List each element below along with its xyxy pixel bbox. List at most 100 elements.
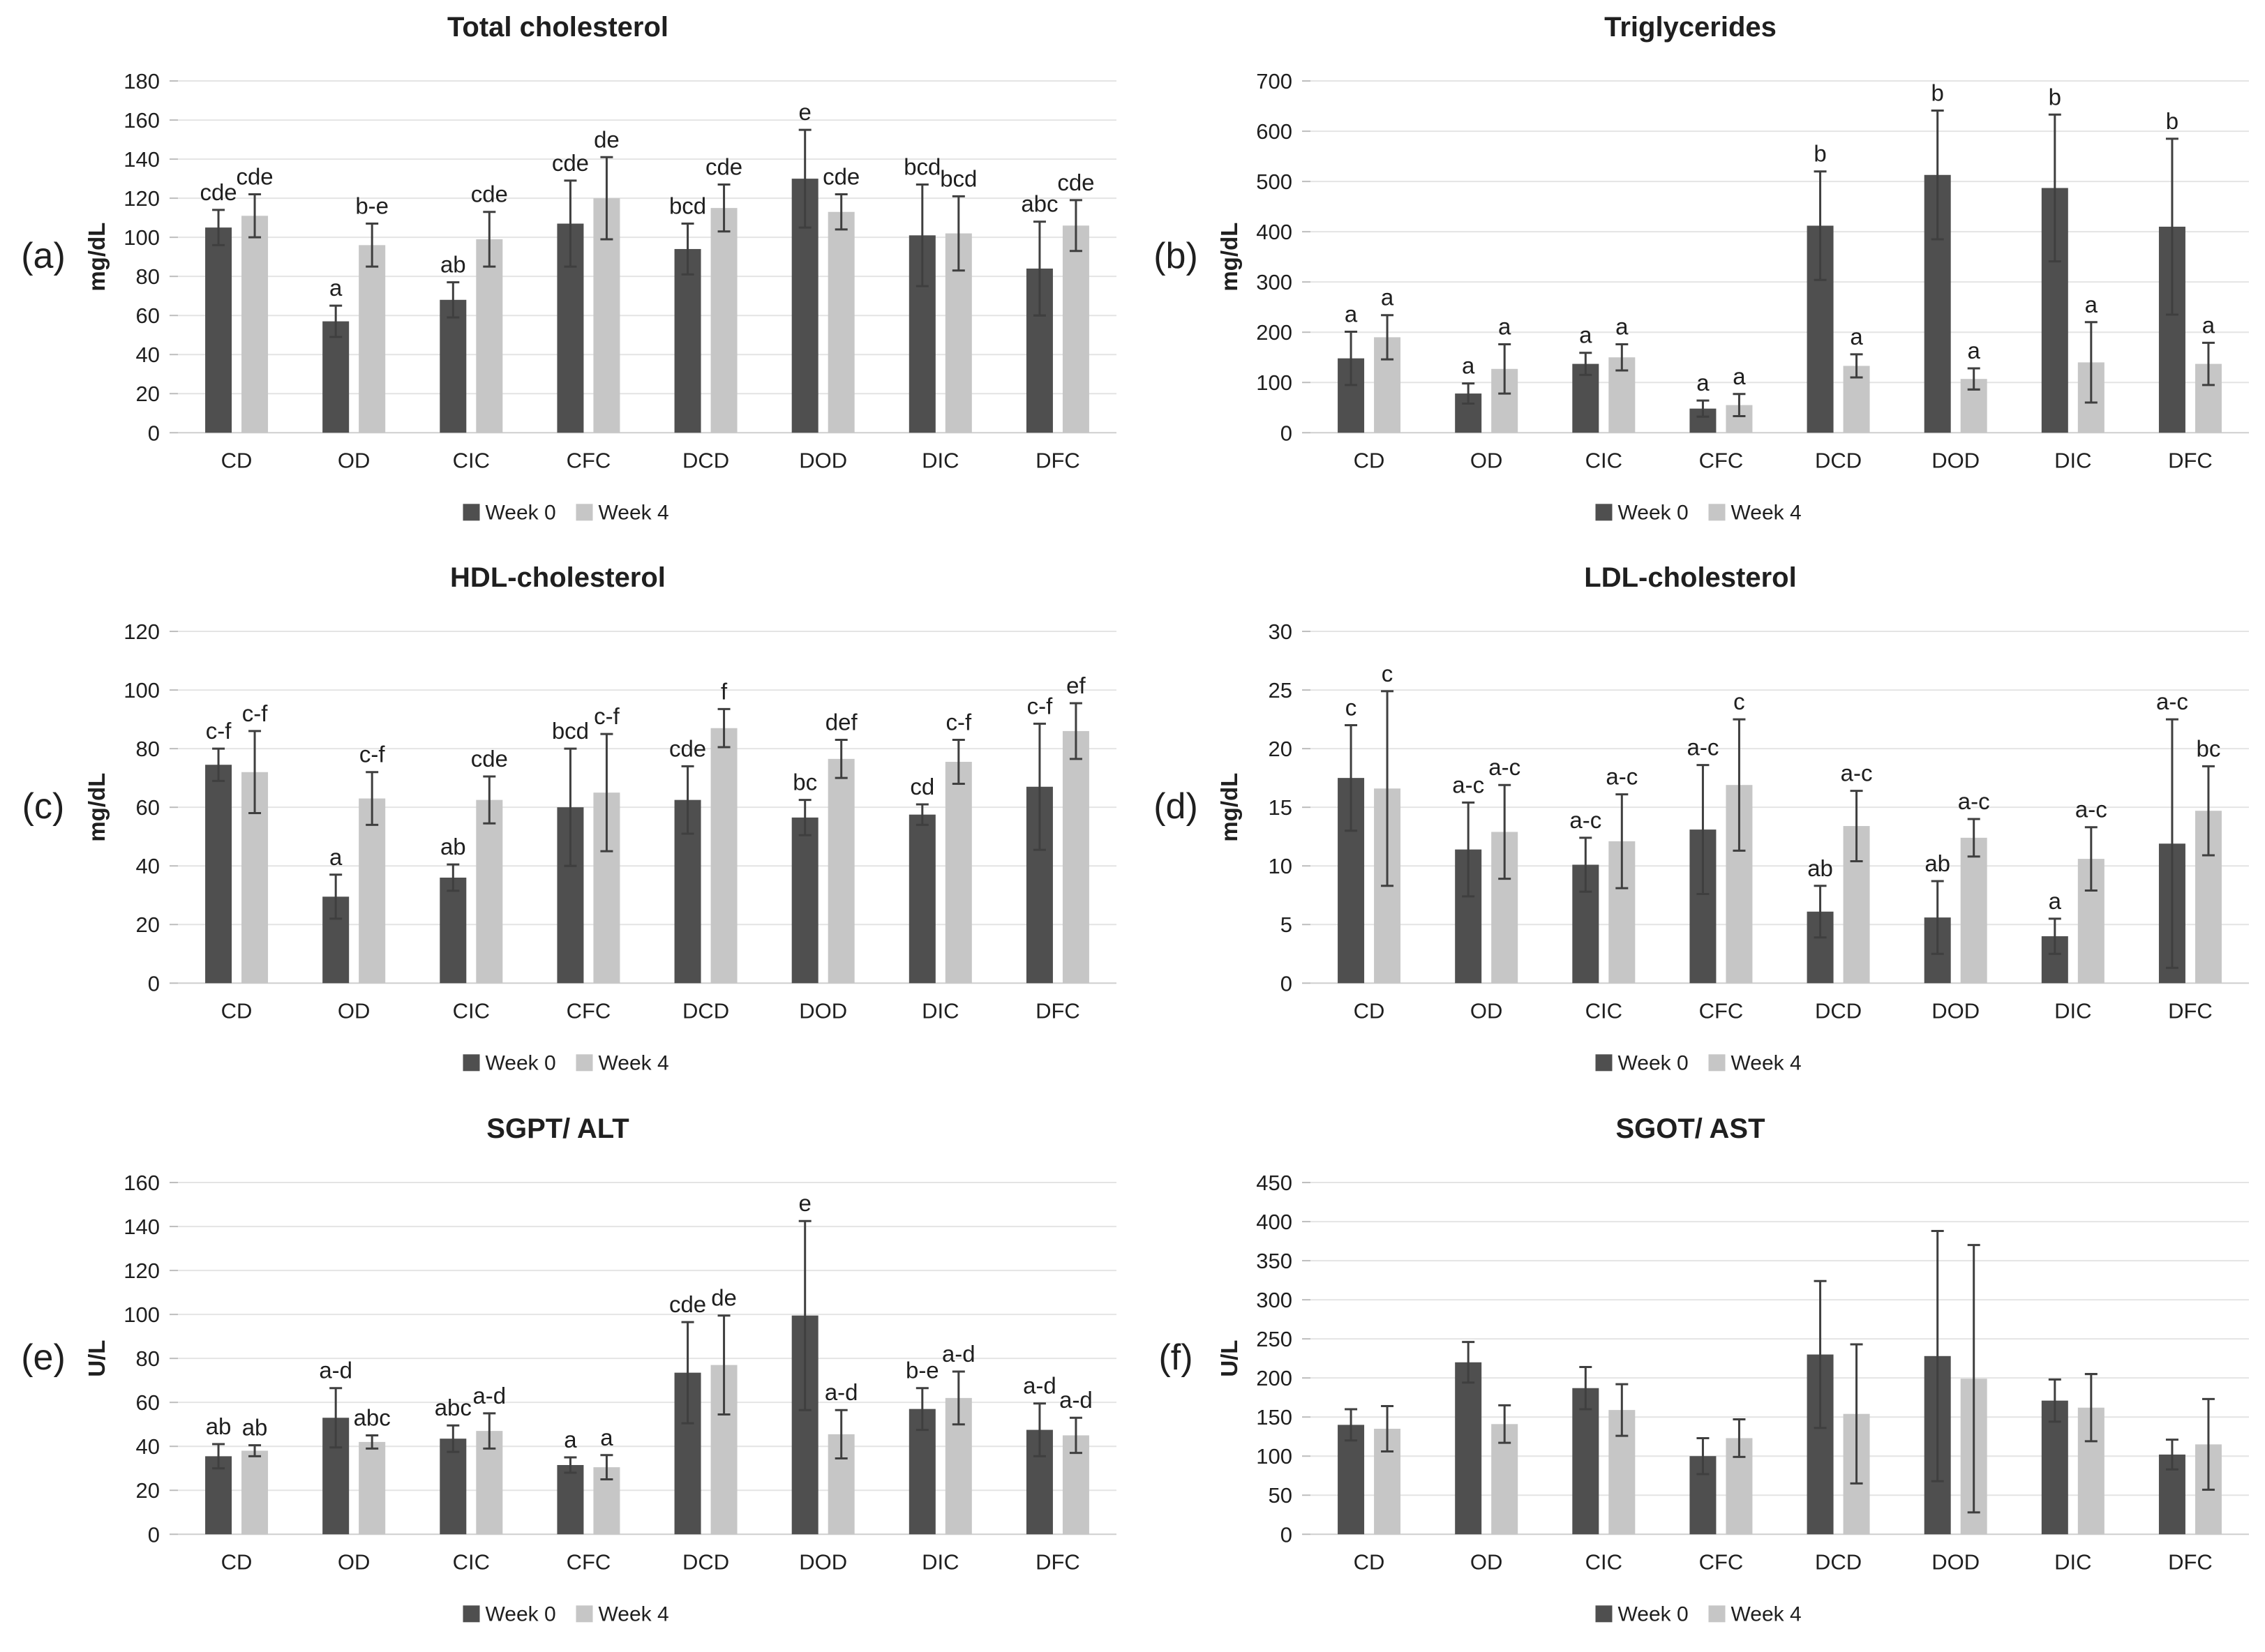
x-category-label: CIC: [1585, 999, 1622, 1023]
x-category-label: DIC: [922, 1549, 959, 1574]
y-tick-label: 200: [1256, 1366, 1292, 1390]
y-tick-label: 400: [1256, 1210, 1292, 1234]
x-category-label: DOD: [799, 999, 847, 1023]
legend-swatch-week4: [576, 1054, 593, 1072]
y-tick-label: 450: [1256, 1171, 1292, 1195]
sig-label: a: [564, 1427, 577, 1452]
legend-label-week0: Week 0: [1618, 501, 1689, 524]
sig-label: a: [1615, 313, 1629, 339]
bar-dfc-week4: [1062, 731, 1089, 984]
sig-label: b: [1814, 141, 1826, 167]
sig-label: cde: [1057, 170, 1094, 195]
legend-label-week0: Week 0: [1618, 1602, 1689, 1625]
x-category-label: DFC: [2168, 999, 2213, 1023]
sig-label: a-c: [2075, 797, 2107, 823]
bar-od-week4: [359, 798, 386, 984]
x-category-label: DCD: [682, 448, 729, 472]
bar-dod-week0: [791, 818, 818, 984]
bar-dic-week0: [2041, 1400, 2068, 1534]
sig-label: abc: [354, 1404, 391, 1430]
bar-od-week0: [1455, 1362, 1482, 1534]
sig-label: a: [1696, 370, 1710, 396]
panel-label: (e): [21, 1337, 66, 1378]
y-tick-label: 80: [136, 1346, 160, 1371]
sig-label: c: [1382, 661, 1393, 686]
x-category-label: DCD: [1815, 1549, 1862, 1574]
bar-cfc-week0: [557, 1464, 584, 1534]
panel-d: 0 5 10 15 20 25 30 c a-c a-c a-c ab ab a a-c c a-c a-c c a-…: [1132, 550, 2265, 1101]
sig-label: ab: [242, 1414, 268, 1440]
legend-swatch-week4: [1708, 1605, 1726, 1622]
sig-label: a: [2049, 888, 2062, 914]
legend-label-week4: Week 4: [1731, 1052, 1802, 1075]
sig-label: bcd: [669, 193, 706, 219]
legend-swatch-week4: [576, 1605, 593, 1622]
x-category-label: CD: [221, 1549, 253, 1574]
sig-label: a-d: [319, 1357, 352, 1383]
x-category-label: DFC: [2168, 448, 2213, 472]
y-axis-label: mg/dL: [84, 773, 110, 842]
sig-label: a-d: [472, 1383, 506, 1409]
y-tick-label: 10: [1269, 855, 1292, 879]
bar-dcd-week4: [710, 728, 738, 984]
y-tick-label: 100: [124, 225, 160, 250]
chart-title: Total cholesterol: [447, 12, 668, 43]
sig-label: ab: [440, 252, 466, 278]
chart-title: Triglycerides: [1604, 12, 1777, 43]
x-category-label: CFC: [567, 999, 611, 1023]
sig-label: cde: [823, 164, 860, 190]
sig-label: cde: [552, 150, 589, 176]
legend-label-week4: Week 4: [599, 501, 669, 524]
legend-swatch-week0: [463, 1605, 480, 1622]
bar-cd-week4: [241, 216, 269, 433]
chart-sgot-ast: 0 50 100 150 200 250 300 350 400 450 CD OD CIC CFC DCD…: [1158, 1113, 2249, 1625]
sig-label: a: [2202, 312, 2215, 338]
bar-od-week4: [359, 1441, 386, 1534]
sig-label: de: [594, 126, 620, 152]
x-category-label: DIC: [2054, 1549, 2091, 1574]
sig-label: cde: [471, 746, 508, 772]
y-tick-label: 0: [1280, 421, 1292, 445]
y-tick-label: 300: [1256, 270, 1292, 294]
legend-swatch-week0: [1595, 1605, 1613, 1622]
legend-swatch-week0: [1595, 1054, 1613, 1072]
bar-cic-week4: [476, 799, 503, 984]
legend-label-week0: Week 0: [486, 1602, 556, 1625]
x-category-label: DCD: [682, 1549, 729, 1574]
sig-label: bc: [2197, 736, 2221, 762]
x-category-label: OD: [1470, 1549, 1502, 1574]
y-tick-label: 30: [1269, 620, 1292, 644]
sig-label: c: [1345, 695, 1356, 721]
bar-dic-week4: [945, 762, 972, 984]
x-category-label: CIC: [1585, 448, 1622, 472]
x-category-label: DOD: [1931, 448, 1980, 472]
x-category-label: DOD: [799, 448, 847, 472]
x-category-label: CFC: [567, 448, 611, 472]
sig-label: c-f: [594, 703, 620, 729]
panel-e: 0 20 40 60 80 100 120 140 160 ab a-d abc a cde e b-e a-d…: [0, 1102, 1132, 1652]
y-tick-label: 50: [1269, 1483, 1292, 1508]
sig-label: c-f: [1027, 693, 1053, 719]
sig-label: b-e: [906, 1357, 939, 1383]
chart-title: HDL-cholesterol: [450, 562, 666, 593]
panel-b: 0 100 200 300 400 500 600 700 a a a a b b b b a a a a a a a a CD…: [1132, 0, 2265, 550]
x-category-label: DIC: [2054, 448, 2091, 472]
y-tick-label: 200: [1256, 320, 1292, 345]
legend-swatch-week4: [1708, 1054, 1726, 1072]
legend-label-week4: Week 4: [1731, 501, 1802, 524]
sig-label: a: [1345, 301, 1358, 326]
y-tick-label: 25: [1269, 678, 1292, 703]
sig-label: a-c: [1452, 772, 1484, 798]
x-category-label: OD: [338, 999, 370, 1023]
y-tick-label: 100: [124, 678, 160, 703]
x-category-label: OD: [1470, 448, 1502, 472]
bar-dod-week4: [828, 759, 855, 984]
sig-label: bc: [793, 769, 817, 795]
legend-swatch-week4: [1708, 504, 1726, 521]
sig-label: cd: [910, 774, 934, 799]
sig-label: def: [825, 709, 858, 735]
bar-dcd-week4: [710, 208, 738, 433]
x-category-label: DCD: [1815, 999, 1862, 1023]
x-category-label: CD: [1354, 448, 1385, 472]
